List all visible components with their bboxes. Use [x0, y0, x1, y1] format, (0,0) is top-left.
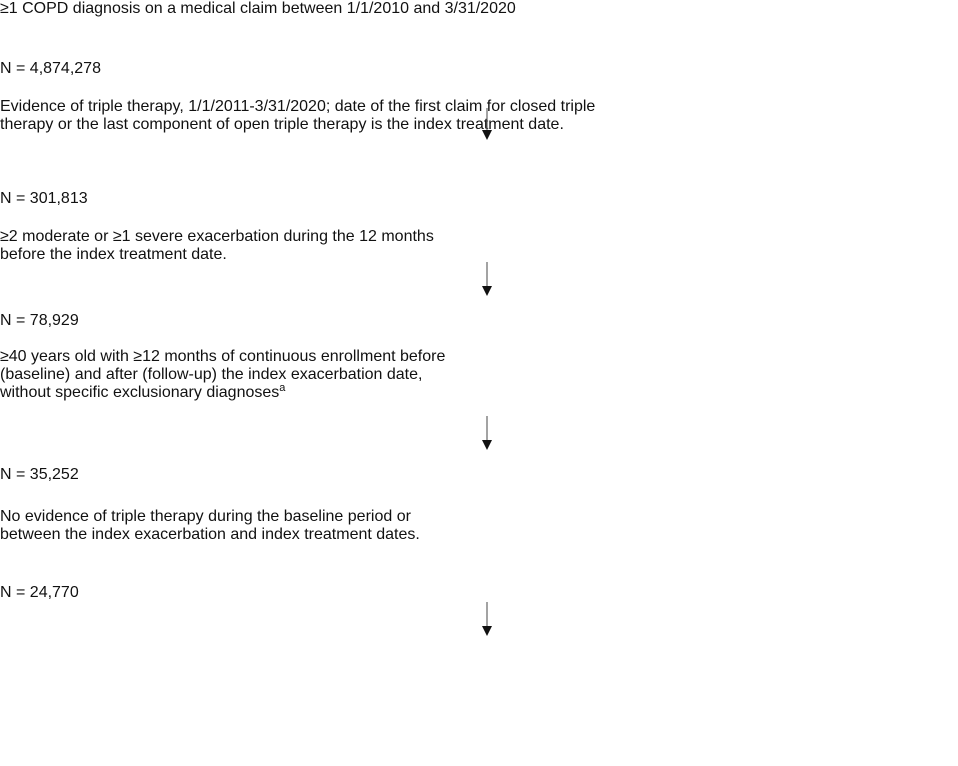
count-text: N = 24,770 [0, 584, 79, 601]
step-text-line: No evidence of triple therapy during the… [0, 508, 411, 525]
count-box: N = 78,929 [0, 312, 190, 348]
count-box: N = 301,813 [0, 190, 180, 228]
step-text-line: (baseline) and after (follow-up) the ind… [0, 366, 423, 383]
step-box: Evidence of triple therapy, 1/1/2011-3/3… [0, 98, 896, 190]
arrow [482, 130, 492, 140]
step-box: ≥1 COPD diagnosis on a medical claim bet… [0, 0, 947, 60]
step-text: Evidence of triple therapy, 1/1/2011-3/3… [0, 98, 896, 116]
step-text-line: between the index exacerbation and index… [0, 526, 420, 543]
step-text: ≥40 years old with ≥12 months of continu… [0, 348, 744, 366]
step-text-line: before the index treatment date. [0, 246, 227, 263]
step-text-line: Evidence of triple therapy, 1/1/2011-3/3… [0, 98, 596, 115]
arrow [482, 626, 492, 636]
step-text: without specific exclusionary diagnosesa [0, 382, 744, 402]
step-text: No evidence of triple therapy during the… [0, 508, 686, 526]
step-text: ≥1 COPD diagnosis on a medical claim bet… [0, 0, 947, 18]
step-text: (baseline) and after (follow-up) the ind… [0, 366, 744, 384]
step-box: ≥2 moderate or ≥1 severe exacerbation du… [0, 228, 805, 312]
step-text-line: without specific exclusionary diagnoses [0, 384, 280, 401]
step-text-line: ≥2 moderate or ≥1 severe exacerbation du… [0, 228, 434, 245]
count-text: N = 4,874,278 [0, 60, 101, 77]
step-text: therapy or the last component of open tr… [0, 116, 896, 134]
count-box: N = 4,874,278 [0, 60, 180, 98]
count-box: N = 35,252 [0, 466, 190, 508]
footnote-marker: a [279, 382, 286, 394]
count-box: N = 24,770 [0, 584, 175, 620]
step-text: ≥2 moderate or ≥1 severe exacerbation du… [0, 228, 805, 246]
arrow [482, 286, 492, 296]
count-text: N = 35,252 [0, 466, 79, 483]
count-text: N = 301,813 [0, 190, 88, 207]
step-text-line: ≥40 years old with ≥12 months of continu… [0, 348, 446, 365]
step-text: before the index treatment date. [0, 246, 805, 264]
step-text: between the index exacerbation and index… [0, 526, 686, 544]
step-box: No evidence of triple therapy during the… [0, 508, 686, 584]
arrow [482, 440, 492, 450]
step-text-line: therapy or the last component of open tr… [0, 116, 564, 133]
count-text: N = 78,929 [0, 312, 79, 329]
step-box: ≥40 years old with ≥12 months of continu… [0, 348, 744, 466]
step-text-line: ≥1 COPD diagnosis on a medical claim bet… [0, 0, 516, 17]
